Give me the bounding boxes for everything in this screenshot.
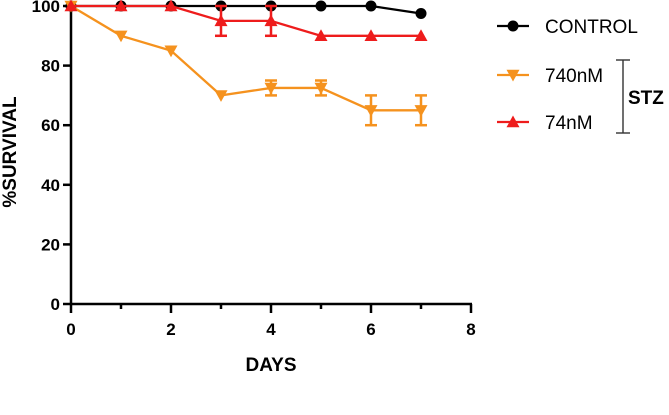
x-axis-title: DAYS <box>245 355 296 376</box>
series-74nm <box>64 0 428 41</box>
point-74nm-1 <box>114 0 128 12</box>
legend-marker-74nm <box>506 115 520 128</box>
x-tick-label-0: 0 <box>66 320 75 339</box>
x-tick-label-6: 6 <box>366 320 375 339</box>
point-740nm-6 <box>364 105 378 117</box>
legend-group-label: STZ <box>628 88 664 109</box>
axes <box>69 4 472 306</box>
point-740nm-1 <box>114 30 128 43</box>
point-740nm-4 <box>264 82 278 95</box>
point-740nm-5 <box>314 82 328 95</box>
x-tick-label-2: 2 <box>166 320 175 339</box>
point-74nm-6 <box>364 29 378 41</box>
point-control-7 <box>415 7 427 19</box>
point-74nm-2 <box>164 0 178 12</box>
legend-label-74nm: 74nM <box>545 113 593 134</box>
y-tick-label-100: 100 <box>32 0 60 16</box>
point-control-5 <box>315 0 327 12</box>
x-tick-label-8: 8 <box>466 320 475 339</box>
y-axis-title: %SURVIVAL <box>0 96 21 208</box>
legend-label-control: CONTROL <box>545 17 638 38</box>
point-74nm-5 <box>314 29 328 41</box>
point-74nm-0 <box>64 0 78 12</box>
point-74nm-4 <box>264 14 278 27</box>
point-74nm-7 <box>414 29 428 41</box>
legend-label-740nm: 740nM <box>545 66 603 87</box>
y-tick-label-40: 40 <box>41 176 60 195</box>
x-tick-label-4: 4 <box>266 320 276 339</box>
point-740nm-2 <box>164 45 178 58</box>
legend-marker-740nm <box>506 69 520 82</box>
y-tick-label-60: 60 <box>41 116 60 135</box>
series-740nm <box>64 0 428 127</box>
y-tick-label-20: 20 <box>41 235 60 254</box>
point-control-6 <box>365 0 377 12</box>
series-line-740nm <box>70 5 421 112</box>
legend-marker-control <box>507 20 519 32</box>
legend: CONTROL 740nM 74nM STZ <box>497 17 664 134</box>
y-tick-label-0: 0 <box>51 295 60 314</box>
point-74nm-3 <box>214 14 228 27</box>
point-740nm-3 <box>214 90 228 102</box>
series-line-74nm <box>71 4 421 37</box>
y-tick-label-80: 80 <box>41 57 60 76</box>
point-740nm-7 <box>414 105 428 117</box>
